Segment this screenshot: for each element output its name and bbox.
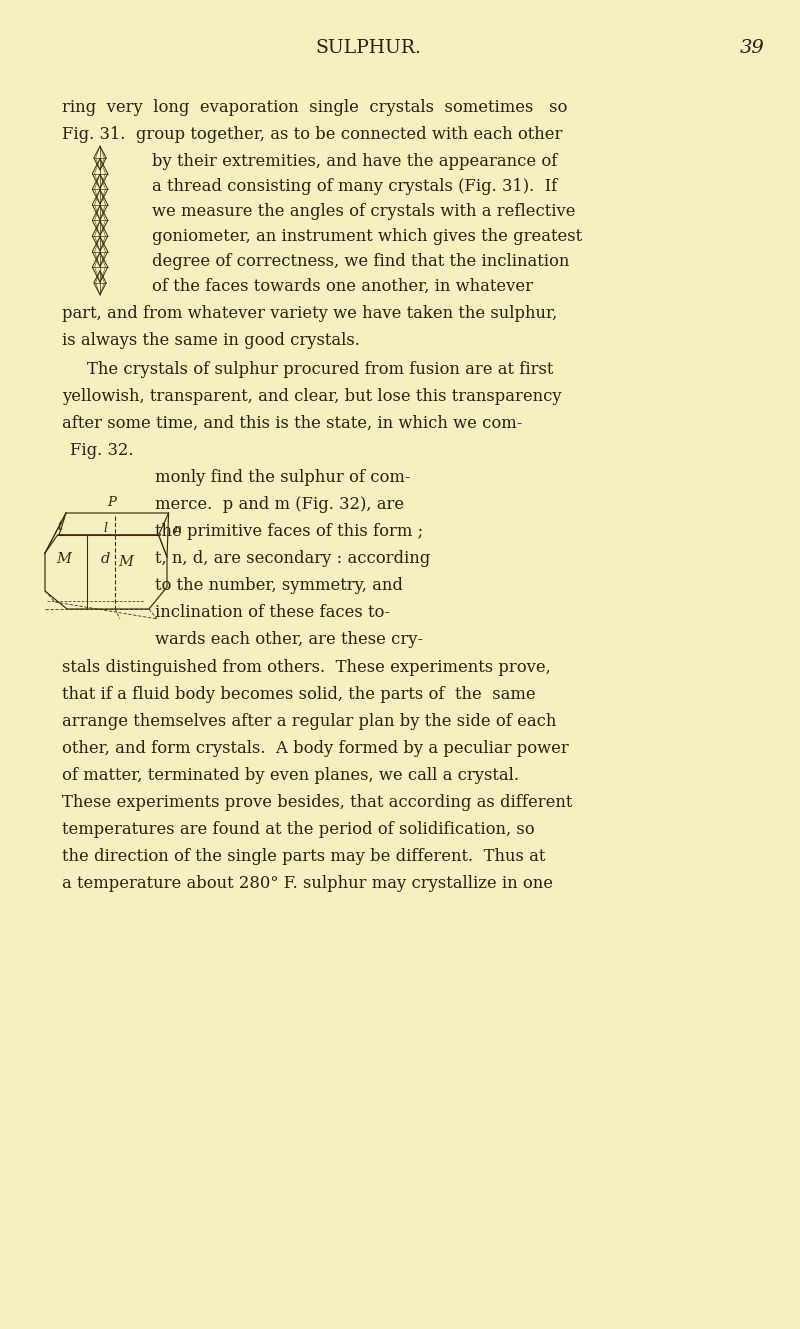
Text: goniometer, an instrument which gives the greatest: goniometer, an instrument which gives th… [152,229,582,245]
Text: the primitive faces of this form ;: the primitive faces of this form ; [155,524,423,540]
Text: M: M [57,552,71,566]
Text: P: P [107,496,116,509]
Text: to the number, symmetry, and: to the number, symmetry, and [155,577,403,594]
Text: arrange themselves after a regular plan by the side of each: arrange themselves after a regular plan … [62,712,556,730]
Text: Fig. 31.  group together, as to be connected with each other: Fig. 31. group together, as to be connec… [62,126,562,144]
Text: inclination of these faces to-: inclination of these faces to- [155,603,390,621]
Text: d: d [100,552,110,566]
Text: monly find the sulphur of com-: monly find the sulphur of com- [155,469,410,486]
Text: yellowish, transparent, and clear, but lose this transparency: yellowish, transparent, and clear, but l… [62,388,562,405]
Text: merce.  p and m (Fig. 32), are: merce. p and m (Fig. 32), are [155,496,404,513]
Text: 39: 39 [740,39,765,57]
Text: of the faces towards one another, in whatever: of the faces towards one another, in wha… [152,278,533,295]
Text: These experiments prove besides, that according as different: These experiments prove besides, that ac… [62,793,572,811]
Text: The crystals of sulphur procured from fusion are at first: The crystals of sulphur procured from fu… [87,361,554,377]
Text: Fig. 32.: Fig. 32. [70,443,134,459]
Text: after some time, and this is the state, in which we com-: after some time, and this is the state, … [62,415,522,432]
Text: SULPHUR.: SULPHUR. [315,39,421,57]
Text: we measure the angles of crystals with a reflective: we measure the angles of crystals with a… [152,203,575,221]
Text: t: t [58,520,62,533]
Text: the direction of the single parts may be different.  Thus at: the direction of the single parts may be… [62,848,546,865]
Text: wards each other, are these cry-: wards each other, are these cry- [155,631,423,649]
Text: other, and form crystals.  A body formed by a peculiar power: other, and form crystals. A body formed … [62,740,569,758]
Text: by their extremities, and have the appearance of: by their extremities, and have the appea… [152,153,558,170]
Text: ring  very  long  evaporation  single  crystals  sometimes   so: ring very long evaporation single crysta… [62,98,567,116]
Text: is always the same in good crystals.: is always the same in good crystals. [62,332,360,350]
Text: M: M [118,556,133,569]
Text: of matter, terminated by even planes, we call a crystal.: of matter, terminated by even planes, we… [62,767,519,784]
Text: a temperature about 280° F. sulphur may crystallize in one: a temperature about 280° F. sulphur may … [62,874,553,892]
Text: a thread consisting of many crystals (Fig. 31).  If: a thread consisting of many crystals (Fi… [152,178,558,195]
Text: degree of correctness, we find that the inclination: degree of correctness, we find that the … [152,253,570,270]
Text: stals distinguished from others.  These experiments prove,: stals distinguished from others. These e… [62,659,550,676]
Text: part, and from whatever variety we have taken the sulphur,: part, and from whatever variety we have … [62,304,558,322]
Text: t, n, d, are secondary : according: t, n, d, are secondary : according [155,550,430,567]
Text: temperatures are found at the period of solidification, so: temperatures are found at the period of … [62,821,534,839]
Text: l: l [103,521,107,534]
Text: n: n [173,522,181,536]
Text: that if a fluid body becomes solid, the parts of  the  same: that if a fluid body becomes solid, the … [62,686,536,703]
